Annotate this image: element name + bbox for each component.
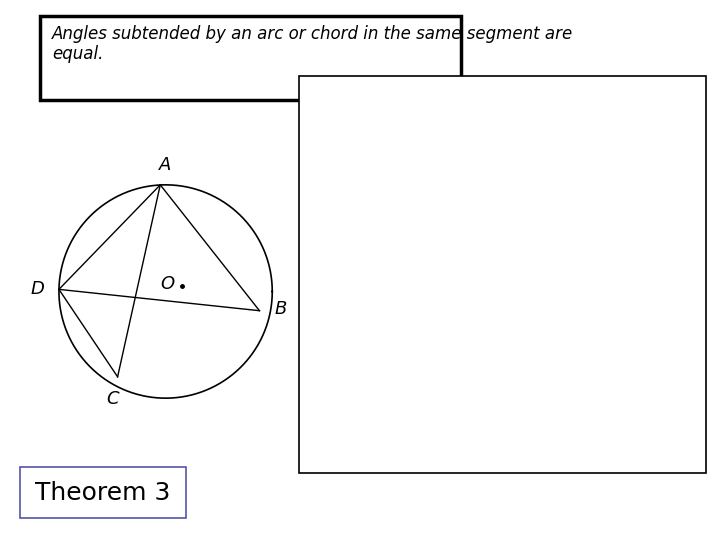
Text: Angles subtended by an arc or chord in the same segment are
equal.: Angles subtended by an arc or chord in t… [53, 25, 574, 63]
Text: A: A [159, 156, 172, 174]
FancyBboxPatch shape [40, 16, 461, 100]
Text: Theorem 3: Theorem 3 [35, 481, 171, 505]
Text: D: D [30, 280, 44, 299]
Text: B: B [274, 300, 287, 318]
FancyBboxPatch shape [20, 467, 186, 518]
FancyBboxPatch shape [299, 76, 706, 472]
Text: O: O [160, 275, 174, 293]
Text: C: C [106, 390, 119, 408]
